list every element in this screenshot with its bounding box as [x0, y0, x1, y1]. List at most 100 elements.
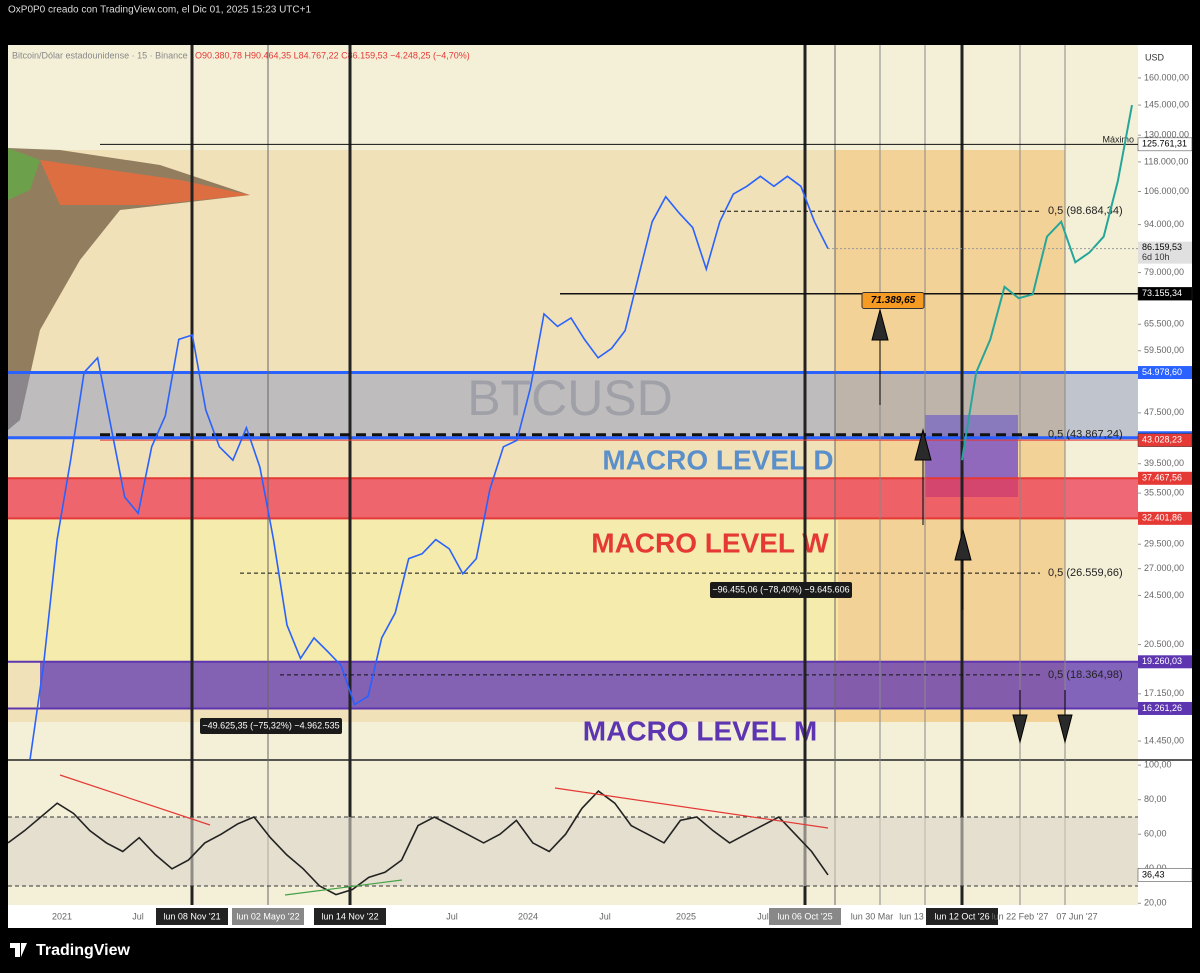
axis-tag-label: 32.401,86 [1142, 513, 1182, 523]
measure-box [200, 718, 342, 734]
volume-profile [8, 148, 40, 200]
axis-tag-label: 37.467,56 [1142, 473, 1182, 483]
y-tick-label: 79.000,00 [1144, 267, 1184, 277]
y-tick-label: 20.500,00 [1144, 639, 1184, 649]
y-tick-label: 94.000,00 [1144, 219, 1184, 229]
y-tick-label: 160.000,00 [1144, 72, 1189, 82]
time-tag [232, 908, 304, 925]
y-tick-label: 145.000,00 [1144, 99, 1189, 109]
target-box [861, 291, 925, 309]
ohlc: O90.380,78 H90.464,35 L84.767,22 C86.159… [195, 50, 470, 60]
axis-tag-label: 54.978,60 [1142, 367, 1182, 377]
volume-profile [8, 148, 250, 430]
fib-label: 0,5 (26.559,66) [1048, 567, 1123, 579]
x-tick-label: lun 30 Mar [851, 911, 894, 921]
logo-icon [10, 943, 27, 957]
axis-tag [1138, 471, 1192, 485]
y-tick-label: 59.500,00 [1144, 345, 1184, 355]
y-tick-label: 27.000,00 [1144, 563, 1184, 573]
fib-label: 0,5 (98.684,34) [1048, 205, 1123, 217]
y-tick-label: 24.500,00 [1144, 590, 1184, 600]
time-tag [769, 908, 841, 925]
divergence [59, 774, 211, 826]
y-tick-label: 39.500,00 [1144, 458, 1184, 468]
countdown: 6d 10h [1142, 252, 1170, 262]
y-tick-label: 60,00 [1144, 829, 1167, 839]
credit: OxP0P0 creado con TradingView.com, el Di… [8, 5, 311, 16]
axis-tag [1137, 868, 1193, 882]
x-tick-label: lun 02 Mayo '22 [236, 911, 299, 921]
y-tick-label: 65.500,00 [1144, 319, 1184, 329]
x-tick-label: Jul [757, 911, 769, 921]
arrows [871, 308, 1073, 744]
y-tick-label: 118.000,00 [1144, 156, 1188, 166]
y-tick-label: 20,00 [1144, 898, 1167, 908]
fib-label: 0,5 (43.867,24) [1048, 429, 1123, 441]
axis-tag [1137, 433, 1193, 447]
time-tag [926, 908, 998, 925]
target-label: 71.389,65 [871, 295, 916, 306]
y-tick-label: 130.000,00 [1144, 130, 1189, 140]
arrow [871, 308, 889, 405]
time-tag [314, 908, 386, 925]
y-tick-label: 35.500,00 [1144, 488, 1184, 498]
divergence [284, 879, 403, 896]
axis-tag [1137, 287, 1193, 301]
axis-tag-label: 43.028,23 [1142, 434, 1182, 444]
measure-label: −49.625,35 (−75,32%) −4.962.535 [202, 720, 339, 730]
footer [0, 928, 1200, 973]
y-tick-label: 40,00 [1144, 863, 1167, 873]
rsi-band [8, 816, 1138, 887]
axis-tag [1138, 511, 1192, 525]
arrow [914, 428, 932, 525]
y-tick-label: 106.000,00 [1144, 186, 1189, 196]
x-tick-label: Jul [446, 911, 458, 921]
x-tick-label: lun 08 Nov '21 [163, 911, 220, 921]
x-tick-label: Jul [132, 911, 144, 921]
y-tick-label: 47.500,00 [1144, 407, 1184, 417]
axis-tag-label: 36,43 [1142, 869, 1165, 879]
x-tick-label: 07 Jun '27 [1056, 911, 1097, 921]
x-tick-label: lun 22 Feb '27 [992, 911, 1049, 921]
axis-tag-label: 125.761,31 [1142, 139, 1187, 149]
axis-tag-label: 19.260,03 [1142, 656, 1182, 666]
zone-label: MACRO LEVEL D [602, 444, 833, 475]
axis-tag-note: Máximo [1102, 135, 1134, 145]
watermark: BTCUSD [467, 370, 673, 426]
arrow [1057, 690, 1073, 744]
measure-label: −96.455,06 (−78,40%) −9.645.606 [712, 584, 849, 594]
time-tag [156, 908, 228, 925]
axis-tag [1138, 366, 1192, 380]
fib-label: 0,5 (18.364,98) [1048, 669, 1123, 681]
y-tick-label: 17.150,00 [1144, 688, 1184, 698]
axis-tag-label: 73.155,34 [1142, 288, 1182, 298]
symbol: Bitcoin/Dólar estadounidense · 15 · Bina… [12, 50, 188, 60]
x-tick-label: 2024 [518, 911, 538, 921]
divergence [554, 787, 829, 829]
x-tick-label: lun 14 Nov '22 [321, 911, 378, 921]
price-line [29, 175, 829, 760]
currency: USD [1145, 52, 1165, 62]
axis-tag [1138, 655, 1192, 669]
x-tick-label: lun 13 J [899, 911, 931, 921]
zone-label: MACRO LEVEL W [591, 527, 829, 558]
axis-tag-label: 86.159,53 [1142, 242, 1182, 252]
axis-tag-label: 16.261,26 [1142, 703, 1182, 713]
axis-tag [1137, 137, 1193, 152]
measure-box [710, 582, 852, 598]
x-tick-label: lun 12 Oct '26 [934, 911, 989, 921]
zone [8, 372, 1138, 438]
y-tick-label: 80,00 [1144, 794, 1167, 804]
volume-profile [40, 160, 250, 205]
y-tick-label: 29.500,00 [1144, 539, 1184, 549]
x-tick-label: 2025 [676, 911, 696, 921]
axis-tag [1138, 241, 1192, 264]
y-tick-label: 14.450,00 [1144, 735, 1184, 745]
axis-tag [1138, 701, 1192, 715]
arrow [1012, 690, 1028, 744]
zone [40, 661, 1138, 709]
zone [8, 478, 1138, 519]
price-line [961, 104, 1133, 461]
x-tick-label: Jul [599, 911, 611, 921]
